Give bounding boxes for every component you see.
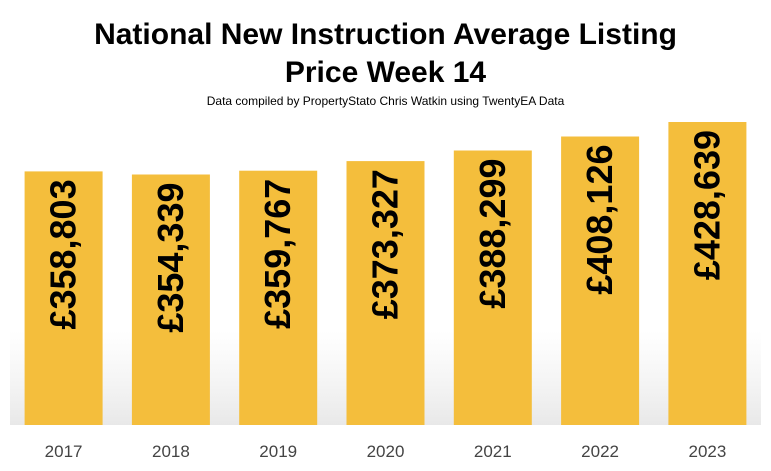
x-tick-label-2017: 2017 xyxy=(45,442,83,461)
data-label-2021: £388,299 xyxy=(472,159,513,309)
data-label-2023: £428,639 xyxy=(686,130,727,280)
bar-2023 xyxy=(668,122,747,425)
bar-2018 xyxy=(131,174,210,425)
x-tick-label-2020: 2020 xyxy=(367,442,405,461)
x-tick-label-2019: 2019 xyxy=(259,442,297,461)
chart-title-line-1: National New Instruction Average Listing xyxy=(94,18,677,51)
data-label-2020: £373,327 xyxy=(365,169,406,319)
chart-title-line-2: Price Week 14 xyxy=(284,56,487,89)
data-label-2017: £358,803 xyxy=(43,179,84,329)
data-label-2018: £354,339 xyxy=(150,183,191,333)
bar-2022 xyxy=(561,136,640,425)
data-label-2022: £408,126 xyxy=(579,145,620,295)
x-tick-label-2023: 2023 xyxy=(688,442,726,461)
bar-2019 xyxy=(239,170,318,425)
x-tick-label-2022: 2022 xyxy=(581,442,619,461)
bar-2020 xyxy=(346,161,425,425)
data-label-2019: £359,767 xyxy=(257,179,298,329)
chart-title: National New Instruction Average Listing… xyxy=(0,16,771,92)
x-tick-label-2021: 2021 xyxy=(474,442,512,461)
x-tick-label-2018: 2018 xyxy=(152,442,190,461)
bar-2021 xyxy=(453,150,532,425)
bar-2017 xyxy=(24,171,103,425)
chart-subtitle: Data compiled by PropertyStato Chris Wat… xyxy=(206,94,565,108)
